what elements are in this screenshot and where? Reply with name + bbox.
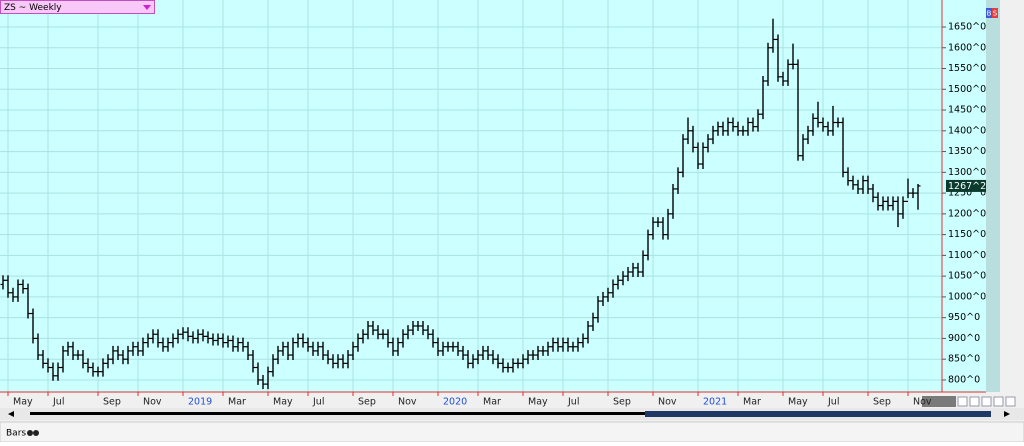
x-tick-label: Mar <box>743 397 761 408</box>
x-tick-label: May <box>528 397 548 408</box>
x-tick-label: Nov <box>658 397 677 408</box>
x-tick-label: Mar <box>483 397 501 408</box>
x-tick-label: 2020 <box>443 397 467 408</box>
y-tick-label: 1650^0 <box>948 21 986 32</box>
x-tick-label: Jul <box>52 397 64 408</box>
y-tick-label: 1050^0 <box>948 271 986 282</box>
y-tick-label: 950^0 <box>948 312 980 323</box>
buy-button[interactable] <box>986 8 992 18</box>
symbol-selector[interactable] <box>0 0 155 14</box>
toolbar <box>0 421 1024 443</box>
x-tick-label: Jul <box>827 397 839 408</box>
sell-label: S <box>993 10 998 18</box>
x-tick-label: Sep <box>103 397 121 408</box>
side-strip <box>986 0 1000 392</box>
range-box[interactable] <box>922 396 956 407</box>
last-price-box <box>946 179 986 192</box>
x-tick-label: Nov <box>398 397 417 408</box>
dropdown-arrow <box>143 5 151 10</box>
x-tick-label: Nov <box>913 397 932 408</box>
zoom-button[interactable] <box>993 396 1004 407</box>
zoom-button[interactable] <box>969 396 980 407</box>
scroll-track <box>30 412 645 415</box>
y-tick-label: 1600^0 <box>948 42 986 53</box>
y-tick-label: 1450^0 <box>948 105 986 116</box>
y-tick-label: 1150^0 <box>948 229 986 240</box>
footer-tab[interactable]: Bars <box>6 429 26 439</box>
scroll-thumb[interactable] <box>645 411 991 417</box>
x-tick-label: Jul <box>567 397 579 408</box>
sell-button[interactable] <box>992 8 998 18</box>
last-price-label: 1267^2 <box>948 181 986 192</box>
x-tick-label: Nov <box>143 397 162 408</box>
price-axis <box>942 0 986 392</box>
x-tick-label: May <box>13 397 33 408</box>
buy-label: B <box>987 10 992 18</box>
x-tick-label: Mar <box>228 397 246 408</box>
y-tick-label: 1100^0 <box>948 250 986 261</box>
zoom-button[interactable] <box>1005 396 1016 407</box>
y-tick-label: 1250^0 <box>948 188 986 199</box>
scroll-right[interactable] <box>1004 411 1010 417</box>
y-tick-label: 1000^0 <box>948 291 986 302</box>
y-tick-label: 800^0 <box>948 374 980 385</box>
tab-icon <box>27 430 33 436</box>
y-tick-label: 1500^0 <box>948 84 986 95</box>
zoom-button[interactable] <box>957 396 968 407</box>
y-tick-label: 900^0 <box>948 333 980 344</box>
x-tick-label: Sep <box>613 397 631 408</box>
y-tick-label: 1200^0 <box>948 208 986 219</box>
y-tick-label: 1300^0 <box>948 167 986 178</box>
x-tick-label: Sep <box>358 397 376 408</box>
y-tick-label: 1550^0 <box>948 63 986 74</box>
tab-icon <box>33 430 39 436</box>
x-tick-label: 2019 <box>188 397 212 408</box>
y-tick-label: 850^0 <box>948 354 980 365</box>
x-tick-label: Jul <box>312 397 324 408</box>
zoom-button[interactable] <box>981 396 992 407</box>
y-tick-label: 1400^0 <box>948 125 986 136</box>
zoom-buttons <box>957 396 1016 407</box>
x-tick-label: May <box>788 397 808 408</box>
symbol-text: ZS ~ Weekly <box>4 3 62 13</box>
scroll-left[interactable] <box>8 411 14 417</box>
x-tick-label: Sep <box>873 397 891 408</box>
plot-area <box>0 0 942 392</box>
x-tick-label: May <box>273 397 293 408</box>
x-tick-label: 2021 <box>703 397 727 408</box>
y-tick-label: 1350^0 <box>948 146 986 157</box>
